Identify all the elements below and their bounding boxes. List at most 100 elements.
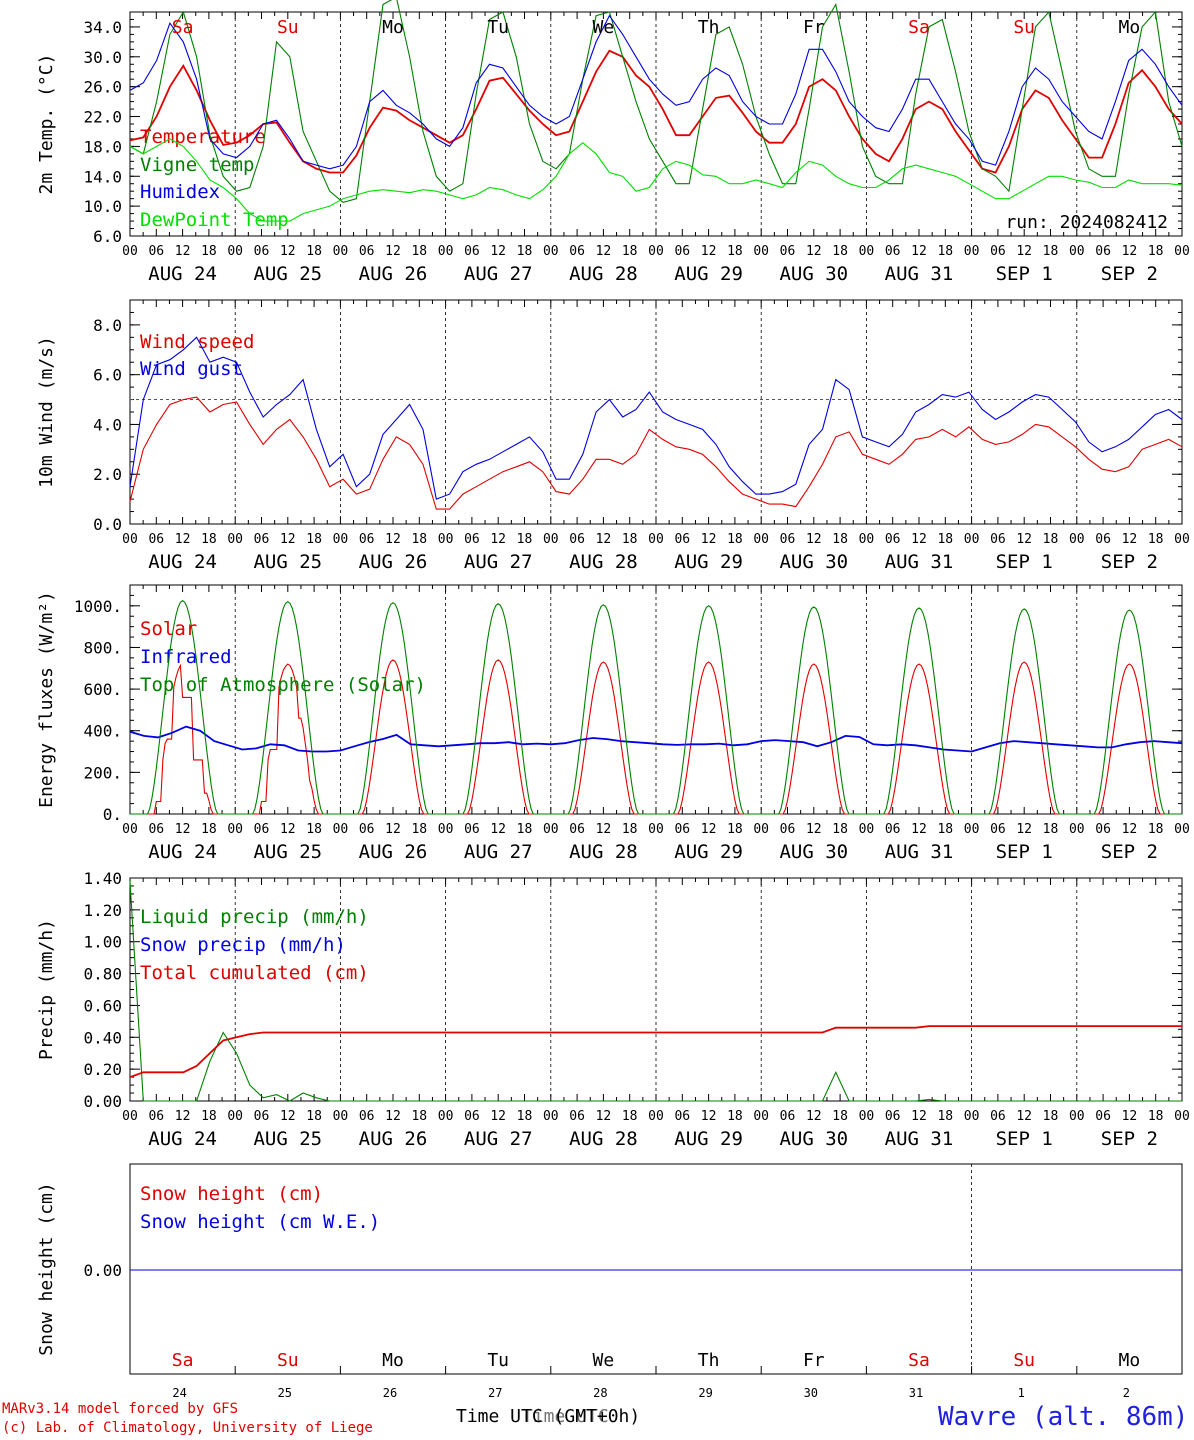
hour-tick-label: 00 [333,532,349,547]
hour-tick-label: 06 [464,822,480,837]
date-label: AUG 28 [569,263,638,285]
hour-tick-label: 18 [727,244,743,259]
hour-tick-label: 06 [990,532,1006,547]
hour-tick-label: 00 [648,532,664,547]
hour-tick-label: 06 [780,244,796,259]
day-number-label: 31 [909,1386,923,1400]
hour-tick-label: 12 [280,532,296,547]
day-number-label: 27 [488,1386,502,1400]
hour-tick-label: 00 [1069,1109,1085,1124]
date-label: AUG 29 [674,263,743,285]
y-axis-label-wind: 10m Wind (m/s) [36,336,57,488]
hour-tick-label: 00 [753,1109,769,1124]
hour-tick-label: 00 [227,532,243,547]
y-tick-label: 10.0 [83,197,122,216]
hour-tick-label: 00 [1174,822,1190,837]
weekday-label-top: Sa [172,17,194,38]
hour-tick-label: 12 [280,244,296,259]
hour-tick-label: 06 [1095,822,1111,837]
date-label: SEP 1 [996,263,1053,285]
y-tick-label: 8.0 [93,316,122,335]
hour-tick-label: 00 [543,532,559,547]
hour-tick-label: 06 [254,244,270,259]
location-label: Wavre (alt. 86m) [938,1402,1189,1432]
weekday-label-top: Fr [803,17,825,38]
y-tick-label: 30.0 [83,48,122,67]
hour-tick-label: 06 [359,532,375,547]
hour-tick-label: 18 [306,1109,322,1124]
hour-tick-label: 06 [780,532,796,547]
hour-tick-label: 00 [438,244,454,259]
hour-tick-label: 12 [701,532,717,547]
hour-tick-label: 00 [1174,532,1190,547]
hour-tick-label: 12 [911,532,927,547]
y-tick-label: 1.40 [83,869,122,888]
hour-tick-label: 00 [1069,822,1085,837]
hour-tick-label: 18 [832,532,848,547]
date-label: SEP 2 [1101,551,1158,573]
y-tick-label: 0.80 [83,965,122,984]
date-label: SEP 2 [1101,1128,1158,1150]
date-label: SEP 2 [1101,841,1158,863]
hour-tick-label: 12 [596,1109,612,1124]
hour-tick-label: 00 [964,532,980,547]
hour-tick-label: 18 [1148,1109,1164,1124]
legend-entry: DewPoint Temp [140,209,289,231]
weekday-label-bottom: Su [277,1350,299,1371]
hour-tick-label: 12 [1016,822,1032,837]
day-number-label: 1 [1018,1386,1025,1400]
hour-tick-label: 18 [1148,532,1164,547]
legend-entry: Humidex [140,181,220,203]
hour-tick-label: 00 [333,244,349,259]
hour-tick-label: 06 [148,244,164,259]
weekday-label-top: Mo [382,17,404,38]
hour-tick-label: 06 [254,1109,270,1124]
hour-tick-label: 00 [122,244,138,259]
hour-tick-label: 12 [806,244,822,259]
hour-tick-label: 06 [569,1109,585,1124]
hour-tick-label: 06 [990,1109,1006,1124]
date-label: AUG 30 [779,841,848,863]
date-label: AUG 27 [464,841,533,863]
date-label: SEP 1 [996,551,1053,573]
hour-tick-label: 12 [1016,1109,1032,1124]
hour-tick-label: 06 [885,822,901,837]
hour-tick-label: 06 [780,822,796,837]
hour-tick-label: 00 [227,822,243,837]
weekday-label-bottom: Tu [487,1350,509,1371]
hour-tick-label: 06 [569,532,585,547]
hour-tick-label: 00 [859,1109,875,1124]
weekday-label-top: Tu [487,17,509,38]
hour-tick-label: 06 [569,244,585,259]
date-label: AUG 31 [885,841,954,863]
hour-tick-label: 18 [517,532,533,547]
hour-tick-label: 12 [175,244,191,259]
hour-tick-label: 12 [701,244,717,259]
weekday-label-top: Th [698,17,720,38]
date-label: AUG 26 [359,551,428,573]
day-number-label: 2 [1123,1386,1130,1400]
date-label: AUG 28 [569,1128,638,1150]
hour-tick-label: 12 [1016,244,1032,259]
legend-entry: Liquid precip (mm/h) [140,906,369,928]
hour-tick-label: 00 [227,244,243,259]
y-tick-label: 1.00 [83,933,122,952]
hour-tick-label: 18 [517,822,533,837]
weekday-label-bottom: We [593,1350,615,1371]
hour-tick-label: 00 [648,1109,664,1124]
hour-tick-label: 00 [333,1109,349,1124]
hour-tick-label: 00 [1069,532,1085,547]
y-tick-label: 0.40 [83,1028,122,1047]
hour-tick-label: 06 [464,532,480,547]
day-number-label: 24 [172,1386,186,1400]
hour-tick-label: 18 [832,822,848,837]
time-axis-overlay: Time UTC [522,1406,609,1427]
y-tick-label: 800. [83,638,122,657]
hour-tick-label: 06 [990,244,1006,259]
hour-tick-label: 00 [1174,1109,1190,1124]
hour-tick-label: 06 [359,244,375,259]
hour-tick-label: 18 [1043,1109,1059,1124]
hour-tick-label: 00 [753,532,769,547]
hour-tick-label: 00 [333,822,349,837]
